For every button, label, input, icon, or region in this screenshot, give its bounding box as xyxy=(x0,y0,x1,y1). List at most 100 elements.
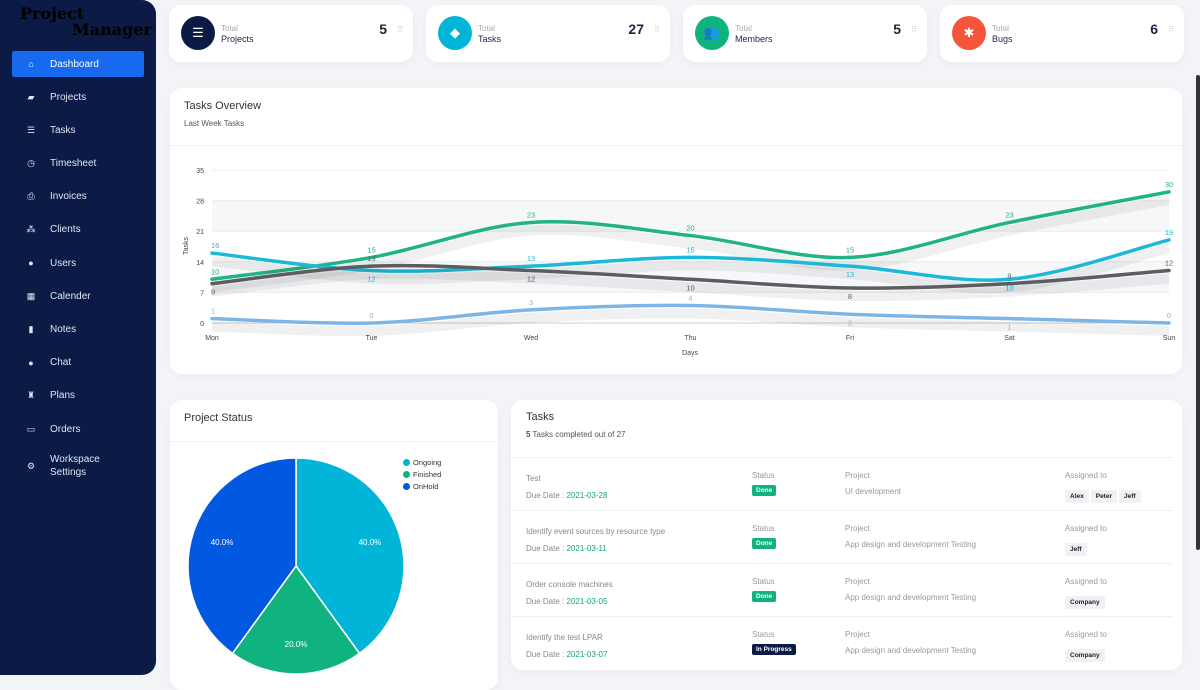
tasks-overview-card: Tasks Overview Last Week Tasks xyxy=(170,88,1182,374)
sidebar: Project Manager ⌂ Dashboard ▰ Projects ☰ Tasks… xyxy=(0,0,156,675)
task-project: UI development xyxy=(845,487,902,496)
assignees: Company xyxy=(1065,644,1107,662)
sidebar-item-label: Timesheet xyxy=(50,158,97,170)
assignee-chip: Jeff xyxy=(1065,543,1087,556)
users-icon: 👥 xyxy=(695,16,729,50)
drag-handle-icon[interactable]: ⠿ xyxy=(911,25,917,34)
sidebar-item-invoices[interactable]: ⎙ Invoices xyxy=(12,184,144,210)
stat-value: 6 xyxy=(1150,21,1158,37)
legend-item-ongoing[interactable]: Ongoing xyxy=(403,456,441,468)
sidebar-item-label: Clients xyxy=(50,224,81,236)
sidebar-item-calender[interactable]: ▦ Calender xyxy=(12,283,144,309)
list-icon: ☰ xyxy=(26,124,36,135)
legend-item-onhold[interactable]: OnHold xyxy=(403,480,441,492)
task-row[interactable]: Order console machines Due Date : 2021-0… xyxy=(511,563,1173,616)
sidebar-item-orders[interactable]: ▭ Orders xyxy=(12,416,144,442)
assignee-chip: Jeff xyxy=(1119,490,1141,503)
assignee-chip: Company xyxy=(1065,596,1105,609)
legend-item-finished[interactable]: Finished xyxy=(403,468,441,480)
status-badge: Done xyxy=(752,538,777,549)
assignee-chip: Peter xyxy=(1090,490,1117,503)
sidebar-item-label: Notes xyxy=(50,324,77,335)
sidebar-item-label: Projects xyxy=(50,91,87,103)
task-due-date: Due Date : 2021-03-28 xyxy=(526,491,608,500)
pie-legend: Ongoing Finished OnHold xyxy=(403,456,441,492)
inbox-icon: ▭ xyxy=(26,423,36,434)
overview-subtitle: Last Week Tasks xyxy=(184,119,245,128)
page-scrollbar[interactable] xyxy=(1196,75,1200,550)
project-status-title: Project Status xyxy=(184,412,253,424)
stat-card-bugs: ✱ Total Bugs 6 ⠿ xyxy=(940,5,1184,62)
legend-swatch xyxy=(403,458,410,466)
sidebar-item-label: Chat xyxy=(50,357,72,369)
assignee-chip: Alex xyxy=(1065,490,1089,503)
sidebar-item-workspace-settings[interactable]: ⚙ Workspace Settings xyxy=(12,449,144,483)
legend-swatch xyxy=(403,470,410,478)
sidebar-item-dashboard[interactable]: ⌂ Dashboard xyxy=(12,51,144,77)
sidebar-item-label: Calender xyxy=(50,290,91,302)
stat-value: 5 xyxy=(893,21,901,37)
tasks-summary: 5 Tasks completed out of 27 xyxy=(526,430,626,439)
chat-icon: ● xyxy=(28,357,34,368)
clock-icon: ◷ xyxy=(27,158,35,169)
assignees: Jeff xyxy=(1065,538,1089,556)
drag-handle-icon[interactable]: ⠿ xyxy=(397,25,403,34)
task-due-date: Due Date : 2021-03-11 xyxy=(526,544,607,553)
task-name: Identify the test LPAR xyxy=(526,633,603,642)
sitemap-icon: ⁂ xyxy=(26,224,36,235)
sidebar-item-users[interactable]: ● Users xyxy=(12,250,144,276)
stat-card-members: 👥 Total Members 5 ⠿ xyxy=(683,5,927,62)
sidebar-item-notes[interactable]: ▮ Notes xyxy=(12,317,144,343)
overview-title: Tasks Overview xyxy=(184,100,262,112)
task-project: App design and development Testing xyxy=(845,540,977,549)
sidebar-item-plans[interactable]: ♜ Plans xyxy=(12,383,144,409)
logo: Project Manager xyxy=(20,4,152,39)
briefcase-icon: ▰ xyxy=(27,91,35,102)
status-badge: In Progress xyxy=(752,644,796,655)
sidebar-item-label: Dashboard xyxy=(50,58,99,70)
status-badge: Done xyxy=(752,591,777,602)
tasks-card: Tasks 5 Tasks completed out of 27 Test D… xyxy=(511,400,1182,670)
list-icon: ☰ xyxy=(181,16,215,50)
task-name: Test xyxy=(526,474,541,483)
sidebar-item-timesheet[interactable]: ◷ Timesheet xyxy=(12,151,144,177)
stat-value: 27 xyxy=(628,21,644,37)
task-row[interactable]: Identify event sources by resource type … xyxy=(511,510,1173,563)
drag-handle-icon[interactable]: ⠿ xyxy=(1168,25,1174,34)
task-due-date: Due Date : 2021-03-07 xyxy=(526,650,608,659)
assignees: Alex Peter Jeff xyxy=(1065,485,1143,503)
project-status-card: Project Status xyxy=(170,400,498,690)
sidebar-item-label: Workspace Settings xyxy=(50,454,100,479)
status-badge: Done xyxy=(752,485,777,496)
task-name: Identify event sources by resource type xyxy=(526,527,666,536)
sidebar-item-tasks[interactable]: ☰ Tasks xyxy=(12,117,144,143)
trophy-icon: ♜ xyxy=(26,390,36,401)
assignees: Company xyxy=(1065,591,1107,609)
note-icon: ▮ xyxy=(28,324,34,334)
drag-handle-icon[interactable]: ⠿ xyxy=(654,25,660,34)
home-icon: ⌂ xyxy=(28,59,34,69)
tasks-title: Tasks xyxy=(526,411,555,423)
sidebar-item-label: Plans xyxy=(50,390,76,402)
user-icon: ● xyxy=(28,258,34,269)
stat-value: 5 xyxy=(379,21,387,37)
tag-icon: ◆ xyxy=(438,16,472,50)
task-row[interactable]: Identify the test LPAR Due Date : 2021-0… xyxy=(511,616,1173,669)
printer-icon: ⎙ xyxy=(27,191,35,202)
task-project: App design and development Testing xyxy=(845,593,977,602)
sidebar-item-projects[interactable]: ▰ Projects xyxy=(12,84,144,110)
legend-swatch xyxy=(403,482,410,490)
stat-card-tasks: ◆ Total Tasks 27 ⠿ xyxy=(426,5,670,62)
gears-icon: ⚙ xyxy=(26,460,36,471)
task-name: Order console machines xyxy=(526,580,613,589)
bug-icon: ✱ xyxy=(952,16,986,50)
sidebar-item-clients[interactable]: ⁂ Clients xyxy=(12,217,144,243)
sidebar-item-label: Users xyxy=(50,257,77,269)
assignee-chip: Company xyxy=(1065,649,1105,662)
stat-card-projects: ☰ Total Projects 5 ⠿ xyxy=(169,5,413,62)
sidebar-item-label: Orders xyxy=(50,423,81,435)
sidebar-item-chat[interactable]: ● Chat xyxy=(12,350,144,376)
task-row[interactable]: Test Due Date : 2021-03-28 Status Done P… xyxy=(511,457,1173,510)
sidebar-item-label: Tasks xyxy=(50,124,76,136)
calendar-icon: ▦ xyxy=(26,290,36,301)
